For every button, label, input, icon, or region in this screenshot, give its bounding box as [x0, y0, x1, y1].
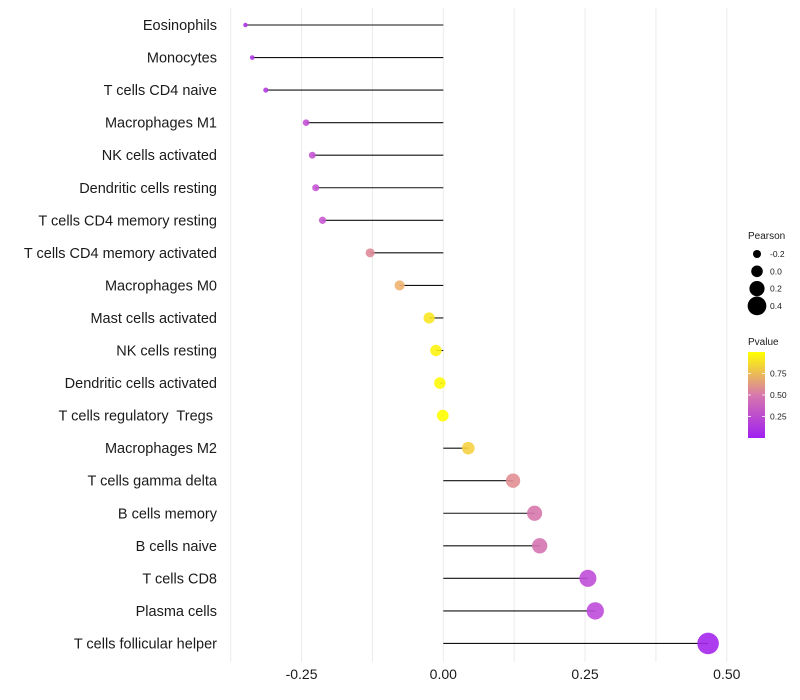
- point: [243, 22, 248, 28]
- point: [263, 87, 269, 93]
- point: [430, 344, 442, 357]
- size-legend-entries: -0.2 0.0 0.2 0.4: [747, 249, 785, 316]
- size-legend-label: 0.4: [770, 301, 782, 311]
- point: [532, 538, 548, 554]
- color-legend-title: Pvalue: [748, 337, 779, 348]
- y-tick-label: Plasma cells: [136, 604, 217, 620]
- point: [461, 441, 475, 455]
- point: [434, 377, 446, 389]
- y-tick-label: T cells follicular helper: [74, 636, 217, 652]
- x-axis-tick-labels: -0.25 0.00 0.25 0.50: [286, 666, 741, 682]
- color-tick-label: 0.75: [770, 369, 787, 379]
- point: [423, 312, 435, 324]
- x-tick-label: -0.25: [286, 666, 318, 682]
- y-tick-label: Macrophages M0: [105, 278, 217, 294]
- y-tick-label: NK cells activated: [102, 148, 217, 164]
- grid-lines: [230, 8, 728, 662]
- color-tick-label: 0.25: [770, 412, 787, 422]
- y-tick-label: Mast cells activated: [90, 311, 217, 327]
- y-tick-label: T cells CD8: [142, 571, 217, 587]
- color-bar: [748, 352, 765, 438]
- y-tick-label: Eosinophils: [143, 18, 217, 34]
- y-tick-label: T cells CD4 memory activated: [24, 246, 217, 262]
- point: [249, 55, 255, 60]
- point: [527, 505, 543, 521]
- point: [308, 151, 316, 159]
- point: [586, 602, 604, 620]
- y-tick-label: Macrophages M2: [105, 441, 217, 457]
- point: [318, 216, 327, 224]
- y-tick-label: T cells CD4 naive: [104, 83, 217, 99]
- x-tick-label: 0.25: [571, 666, 598, 682]
- size-legend-dot: [747, 296, 767, 316]
- stems: [245, 24, 709, 645]
- x-tick-label: 0.50: [713, 666, 740, 682]
- point: [697, 632, 719, 655]
- points: [243, 22, 719, 655]
- point: [394, 280, 405, 291]
- point: [302, 119, 310, 126]
- size-legend-dot: [749, 281, 765, 297]
- size-legend-title: Pearson: [748, 231, 785, 242]
- y-tick-label: T cells CD4 memory resting: [38, 213, 217, 229]
- size-legend-dot: [752, 249, 762, 259]
- y-tick-label: Dendritic cells resting: [79, 181, 217, 197]
- point: [579, 569, 597, 587]
- y-tick-label: B cells memory: [118, 506, 218, 522]
- x-tick-label: 0.00: [430, 666, 457, 682]
- size-legend-label: 0.0: [770, 266, 782, 276]
- size-legend-label: 0.2: [770, 284, 782, 294]
- y-tick-label: Monocytes: [147, 51, 217, 67]
- point: [312, 184, 320, 192]
- y-tick-label: Macrophages M1: [105, 116, 217, 132]
- y-tick-label: NK cells resting: [116, 344, 217, 360]
- point: [365, 248, 375, 258]
- point: [436, 409, 449, 422]
- color-legend-ticks: 0.25 0.50 0.75: [748, 369, 787, 422]
- y-axis-labels: Eosinophils Monocytes T cells CD4 naive Mac…: [24, 18, 218, 652]
- size-legend-label: -0.2: [770, 249, 785, 259]
- legend: Pearson -0.2 0.0 0.2 0.4 Pvalue 0.25 0.50 0.7…: [747, 231, 787, 438]
- y-tick-label: T cells regulatory Tregs: [59, 409, 218, 425]
- y-tick-label: Dendritic cells activated: [65, 376, 217, 392]
- size-legend-dot: [751, 265, 763, 278]
- y-tick-label: B cells naive: [136, 539, 217, 555]
- color-tick-label: 0.50: [770, 390, 787, 400]
- point: [505, 473, 521, 488]
- y-tick-label: T cells gamma delta: [88, 474, 218, 490]
